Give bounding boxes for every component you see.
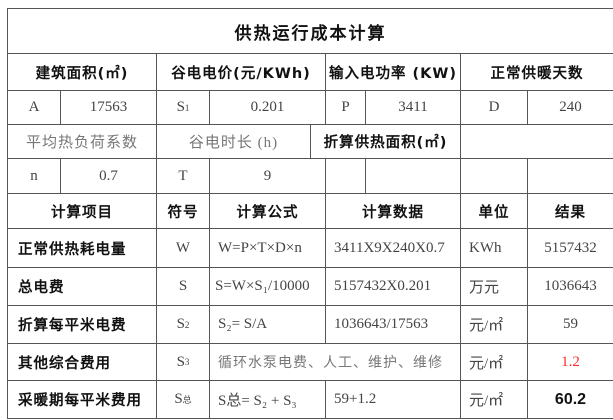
row-unit: 万元 [461, 268, 528, 306]
header-valley-hours: 谷电时长 (h) [157, 125, 311, 159]
symbol-a: A [8, 91, 61, 125]
row-item: 采暖期每平米费用 [8, 381, 157, 419]
symbol-base: S [174, 391, 183, 407]
col-header-result: 结果 [528, 194, 613, 229]
row-unit: 元/㎡ [461, 306, 528, 344]
col-header-unit: 单位 [461, 194, 528, 229]
row-item: 总电费 [8, 268, 157, 306]
row-item: 折算每平米电费 [8, 306, 157, 344]
symbol-base: W [175, 239, 191, 256]
symbol-base: S [176, 99, 185, 115]
empty-cell [366, 159, 461, 194]
row-unit: KWh [461, 229, 528, 268]
row-formula: S₂= S/A [210, 306, 326, 344]
row-item: 其他综合费用 [8, 344, 157, 381]
symbol-base: S [176, 353, 185, 370]
symbol-sub: 1 [184, 102, 190, 113]
empty-cell [461, 125, 613, 159]
row-data: 5157432X0.201 [326, 268, 461, 306]
row-symbol: W [157, 229, 210, 268]
symbol-sub: 3 [184, 357, 190, 367]
row-item: 正常供热耗电量 [8, 229, 157, 268]
row-formula: S=W×S₁/10000 [210, 268, 326, 306]
row-result: 59 [528, 306, 613, 344]
value-load-factor: 0.7 [61, 159, 157, 194]
col-header-item: 计算项目 [8, 194, 157, 229]
header-valley-price: 谷电电价(元/KWh) [157, 54, 326, 91]
row-result: 1.2 [528, 344, 613, 381]
row-result: 5157432 [528, 229, 613, 268]
empty-cell [461, 159, 528, 194]
value-power: 3411 [366, 91, 461, 125]
cost-table: 供热运行成本计算 建筑面积(㎡) 谷电电价(元/KWh) 输入电功率 (KW) … [7, 8, 613, 419]
row-data: 59+1.2 [326, 381, 461, 419]
symbol-sub: 总 [182, 395, 192, 405]
value-price: 0.201 [210, 91, 326, 125]
row-formula: 循环水泵电费、人工、维护、维修 [210, 344, 461, 381]
value-area: 17563 [61, 91, 157, 125]
row-formula: W=P×T×D×n [210, 229, 326, 268]
row-formula: S总= S₂ + S₃ [210, 381, 326, 419]
symbol-t: T [157, 159, 210, 194]
symbol-sub: 2 [184, 319, 190, 330]
value-days: 240 [528, 91, 613, 125]
symbol-p: P [326, 91, 366, 125]
header-load-factor: 平均热负荷系数 [8, 125, 157, 159]
row-symbol: S [157, 268, 210, 306]
row-data: 3411X9X240X0.7 [326, 229, 461, 268]
col-header-formula: 计算公式 [210, 194, 326, 229]
symbol-n: n [8, 159, 61, 194]
table-title: 供热运行成本计算 [8, 9, 613, 54]
header-days: 正常供暖天数 [461, 54, 613, 91]
symbol-base: S [178, 278, 188, 294]
row-result: 1036643 [528, 268, 613, 306]
col-header-symbol: 符号 [157, 194, 210, 229]
row-unit: 元/㎡ [461, 381, 528, 419]
row-unit: 元/㎡ [461, 344, 528, 381]
symbol-d: D [461, 91, 528, 125]
empty-cell [528, 159, 613, 194]
header-building-area: 建筑面积(㎡) [8, 54, 157, 91]
header-converted-area: 折算供热面积(㎡) [311, 125, 461, 159]
empty-cell [326, 159, 366, 194]
row-data: 1036643/17563 [326, 306, 461, 344]
row-result: 60.2 [528, 381, 613, 419]
value-hours: 9 [210, 159, 326, 194]
col-header-data: 计算数据 [326, 194, 461, 229]
symbol-base: S [176, 316, 185, 332]
header-power: 输入电功率 (KW) [326, 54, 461, 91]
